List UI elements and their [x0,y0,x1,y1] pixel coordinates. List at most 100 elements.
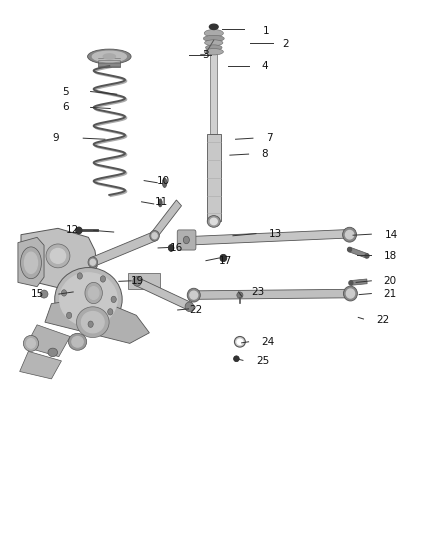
Ellipse shape [237,339,243,344]
Ellipse shape [88,257,98,268]
Ellipse shape [88,287,99,300]
Text: 23: 23 [252,287,265,297]
Ellipse shape [133,277,141,286]
Circle shape [108,309,113,315]
Ellipse shape [162,178,167,188]
Polygon shape [45,300,149,343]
Polygon shape [150,200,181,240]
Polygon shape [18,237,44,287]
Ellipse shape [346,289,355,298]
Text: 12: 12 [66,225,79,236]
Ellipse shape [184,236,189,244]
Ellipse shape [158,199,162,207]
Text: 2: 2 [282,39,289,49]
Text: 20: 20 [384,276,397,286]
Polygon shape [25,325,70,357]
Ellipse shape [348,247,352,252]
Ellipse shape [365,254,369,258]
Ellipse shape [40,290,48,298]
Text: 5: 5 [62,86,69,96]
Text: 4: 4 [261,61,268,71]
Ellipse shape [205,40,223,46]
Text: 18: 18 [384,251,397,261]
Ellipse shape [343,227,357,242]
Ellipse shape [209,24,218,29]
FancyBboxPatch shape [177,230,196,250]
Text: 22: 22 [377,314,390,325]
Text: 8: 8 [261,149,268,159]
Ellipse shape [207,216,220,227]
Ellipse shape [50,248,66,263]
Circle shape [67,312,72,319]
Text: 25: 25 [256,356,269,366]
Ellipse shape [85,282,102,304]
Ellipse shape [150,230,159,241]
Polygon shape [207,134,221,221]
Circle shape [61,290,67,296]
Circle shape [88,321,93,327]
Ellipse shape [23,335,39,351]
Polygon shape [91,231,157,267]
Ellipse shape [21,247,42,279]
Text: 1: 1 [262,26,269,36]
Ellipse shape [168,245,174,252]
FancyBboxPatch shape [99,56,120,67]
Ellipse shape [25,252,38,273]
Ellipse shape [46,244,70,268]
Ellipse shape [233,356,239,362]
Polygon shape [20,351,61,379]
Circle shape [111,296,116,303]
Text: 16: 16 [170,243,184,253]
Ellipse shape [88,49,131,64]
Text: 7: 7 [266,133,272,143]
Ellipse shape [204,29,223,37]
Text: 9: 9 [53,133,60,143]
Ellipse shape [27,338,35,348]
Ellipse shape [92,51,126,62]
Text: 17: 17 [219,256,232,266]
Ellipse shape [68,333,87,350]
Ellipse shape [103,54,116,59]
Polygon shape [191,289,352,300]
Ellipse shape [205,45,222,50]
Ellipse shape [346,230,354,239]
Ellipse shape [187,288,200,302]
Ellipse shape [90,260,95,265]
Text: 14: 14 [385,230,398,240]
Ellipse shape [185,302,194,312]
Ellipse shape [210,218,217,224]
Polygon shape [351,279,367,285]
Text: 19: 19 [131,276,145,286]
Ellipse shape [77,307,109,337]
Ellipse shape [234,336,245,347]
Text: 22: 22 [189,305,203,315]
Ellipse shape [349,281,353,285]
Text: 11: 11 [155,197,168,207]
Ellipse shape [81,312,104,333]
Text: 15: 15 [31,289,44,299]
Polygon shape [349,247,367,258]
Polygon shape [210,54,217,134]
Polygon shape [21,228,97,288]
Ellipse shape [204,49,223,55]
Ellipse shape [203,35,224,42]
Ellipse shape [190,291,198,299]
Ellipse shape [60,273,117,326]
Ellipse shape [72,336,83,347]
Circle shape [100,276,106,282]
Text: 3: 3 [202,51,209,60]
Text: 24: 24 [261,337,275,347]
FancyBboxPatch shape [127,273,160,289]
Ellipse shape [220,254,227,262]
Text: 21: 21 [384,289,397,299]
Ellipse shape [237,292,243,298]
Text: 13: 13 [269,229,283,239]
Ellipse shape [55,268,122,331]
Circle shape [77,273,82,279]
Ellipse shape [76,227,82,233]
Text: 6: 6 [62,102,69,112]
Ellipse shape [343,286,357,301]
Polygon shape [183,229,352,245]
Ellipse shape [152,233,157,239]
Ellipse shape [48,348,57,357]
